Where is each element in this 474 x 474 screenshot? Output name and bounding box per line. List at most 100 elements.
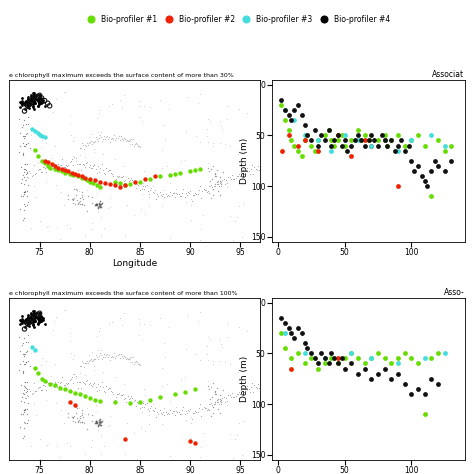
Point — [31, 365, 38, 372]
Point — [192, 408, 200, 416]
Point — [100, 350, 108, 357]
Point — [106, 352, 113, 359]
Point — [441, 147, 448, 155]
Point — [144, 188, 152, 195]
Point — [32, 317, 39, 324]
Point — [421, 355, 428, 362]
Point — [341, 365, 348, 372]
Point — [222, 358, 229, 365]
Point — [105, 167, 112, 174]
Point — [164, 162, 171, 169]
Point — [434, 162, 442, 170]
Point — [103, 350, 111, 358]
Point — [30, 102, 37, 109]
Point — [232, 392, 239, 400]
Point — [61, 88, 69, 95]
Point — [247, 165, 255, 173]
Point — [35, 165, 43, 173]
Point — [24, 93, 32, 100]
Point — [36, 100, 43, 108]
Point — [298, 111, 306, 119]
Point — [374, 370, 382, 377]
Point — [161, 353, 168, 361]
Point — [111, 399, 118, 406]
Point — [37, 99, 45, 107]
Point — [62, 162, 70, 169]
Point — [105, 103, 112, 110]
Point — [117, 314, 124, 321]
Point — [29, 319, 37, 326]
Point — [88, 194, 96, 201]
Point — [94, 356, 102, 363]
Point — [46, 102, 54, 109]
Point — [222, 140, 229, 148]
Point — [206, 117, 214, 125]
Point — [50, 100, 58, 107]
Point — [221, 399, 228, 406]
Point — [60, 306, 68, 314]
Point — [40, 164, 47, 171]
Point — [135, 142, 143, 150]
Point — [28, 315, 36, 323]
Point — [254, 380, 262, 388]
Point — [108, 135, 115, 143]
Point — [60, 163, 67, 171]
Point — [178, 189, 186, 196]
Point — [236, 202, 243, 210]
Point — [150, 400, 157, 407]
Point — [72, 200, 79, 208]
Point — [29, 97, 37, 104]
Point — [98, 346, 105, 354]
Point — [234, 173, 242, 180]
Point — [121, 435, 129, 443]
Point — [21, 378, 28, 386]
Point — [52, 161, 59, 168]
Point — [31, 388, 39, 395]
Point — [120, 91, 128, 99]
Point — [252, 383, 259, 391]
Point — [76, 194, 83, 202]
Point — [125, 355, 133, 363]
Point — [77, 362, 84, 370]
Point — [158, 202, 166, 210]
Point — [229, 455, 237, 462]
Point — [90, 148, 98, 156]
Point — [93, 353, 101, 361]
Point — [121, 136, 128, 143]
Point — [165, 105, 173, 112]
Point — [54, 160, 62, 168]
Point — [101, 388, 109, 396]
Point — [106, 384, 114, 392]
Point — [187, 405, 194, 412]
Point — [210, 191, 217, 199]
Point — [361, 365, 368, 372]
Point — [211, 173, 219, 180]
Point — [158, 164, 165, 172]
Point — [47, 372, 55, 379]
Point — [92, 183, 100, 191]
Point — [428, 167, 435, 175]
Point — [117, 351, 124, 358]
Point — [97, 421, 105, 429]
Point — [16, 316, 23, 324]
Point — [291, 334, 298, 342]
Point — [72, 373, 79, 380]
Point — [204, 333, 211, 341]
Point — [115, 132, 122, 139]
Point — [61, 166, 68, 173]
Point — [73, 157, 80, 164]
Point — [34, 96, 41, 104]
Point — [235, 323, 243, 330]
Point — [99, 151, 106, 158]
Point — [101, 171, 109, 178]
Point — [31, 96, 39, 104]
Point — [32, 92, 39, 100]
Point — [78, 201, 86, 208]
Point — [100, 169, 108, 177]
Point — [187, 413, 194, 421]
Point — [237, 172, 244, 180]
Point — [123, 136, 130, 144]
Point — [97, 383, 104, 390]
Point — [83, 176, 91, 184]
Point — [30, 89, 38, 97]
